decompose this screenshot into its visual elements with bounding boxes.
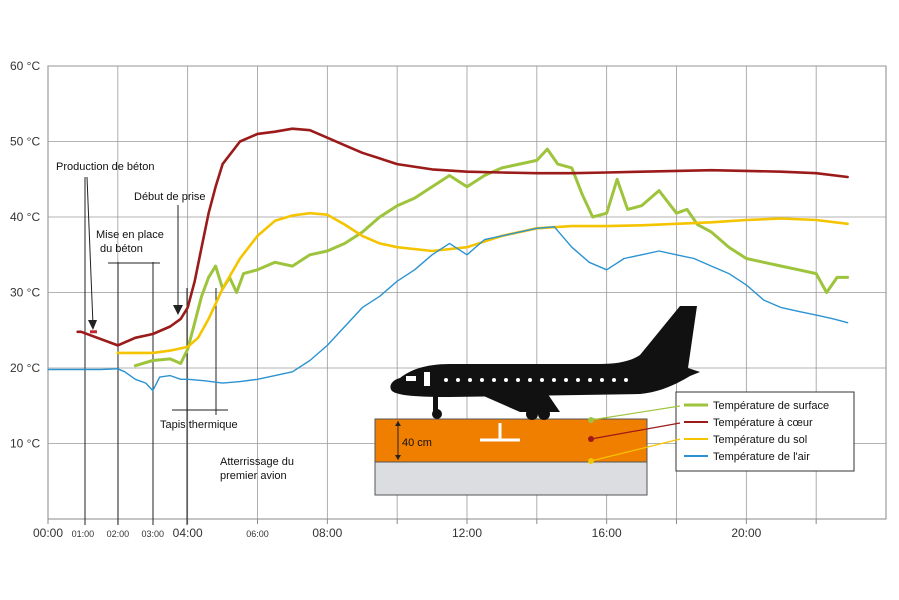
event-markers xyxy=(84,176,228,525)
sensor-dot-soil xyxy=(588,458,594,464)
annotation-production: Production de béton xyxy=(56,161,154,173)
y-tick-label: 40 °C xyxy=(10,210,40,224)
thickness-arrow-bottom xyxy=(395,455,401,460)
series-line-temperature-a-coeur xyxy=(76,127,849,347)
x-tick-label: 00:00 xyxy=(33,526,63,540)
legend-leader-surface xyxy=(590,405,681,421)
slab-base-layer xyxy=(374,461,648,496)
x-tick-label: 03:00 xyxy=(141,529,164,539)
y-tick-label: 50 °C xyxy=(10,135,40,149)
x-tick-label: 12:00 xyxy=(452,526,482,540)
annotation-atterrissage-2: premier avion xyxy=(220,470,287,482)
airplane-icon xyxy=(390,306,700,420)
legend-label-temperature-a-coeur: Température à cœur xyxy=(713,417,813,429)
sensor-dot-surface xyxy=(588,417,594,423)
x-tick-label: 16:00 xyxy=(592,526,622,540)
x-tick-label: 08:00 xyxy=(312,526,342,540)
y-tick-label: 20 °C xyxy=(10,361,40,375)
annotation-debut-de-prise: Début de prise xyxy=(134,191,206,203)
pavement-section: 40 cm xyxy=(374,418,648,496)
y-tick-label: 60 °C xyxy=(10,59,40,73)
thickness-label: 40 cm xyxy=(402,437,432,449)
x-axis: 00:00 01:00 02:00 03:00 04:00 06:00 08:00 12:00… xyxy=(33,519,817,540)
y-tick-label: 10 °C xyxy=(10,437,40,451)
thickness-arrow-top xyxy=(395,421,401,426)
annotation-tapis-thermique: Tapis thermique xyxy=(160,419,238,431)
series-line-temperature-de-l-air xyxy=(47,226,849,392)
x-tick-label: 06:00 xyxy=(246,529,269,539)
production-arrowhead xyxy=(88,320,97,330)
series-line-temperature-du-sol xyxy=(116,211,849,355)
legend-leader-core xyxy=(590,422,681,440)
annotation-mise-en-place-1: Mise en place xyxy=(96,229,164,241)
sensor-dot-core xyxy=(588,436,594,442)
annotation-atterrissage-1: Atterrissage du xyxy=(220,456,294,468)
y-tick-label: 30 °C xyxy=(10,286,40,300)
production-arrow-line xyxy=(86,176,94,326)
x-tick-label: 20:00 xyxy=(731,526,761,540)
y-axis: 10 °C 20 °C 30 °C 40 °C 50 °C 60 °C xyxy=(10,59,40,451)
legend-label-temperature-du-sol: Température du sol xyxy=(713,434,807,446)
legend: Température de surface Température à cœur… xyxy=(588,391,855,472)
x-tick-label: 02:00 xyxy=(107,529,130,539)
x-tick-label: 04:00 xyxy=(173,526,203,540)
legend-label-temperature-de-l-air: Température de l'air xyxy=(713,451,810,463)
x-tick-label: 01:00 xyxy=(72,529,95,539)
debut-de-prise-arrowhead xyxy=(173,305,183,315)
legend-leader-soil xyxy=(590,438,681,462)
series-line-temperature-de-surface xyxy=(133,147,850,368)
grid xyxy=(47,65,887,520)
series-layer xyxy=(47,127,850,392)
annotations: Production de béton Mise en place du bét… xyxy=(56,161,294,482)
legend-label-temperature-de-surface: Température de surface xyxy=(713,400,829,412)
annotation-mise-en-place-2: du béton xyxy=(100,243,143,255)
core-sensor xyxy=(480,423,520,442)
